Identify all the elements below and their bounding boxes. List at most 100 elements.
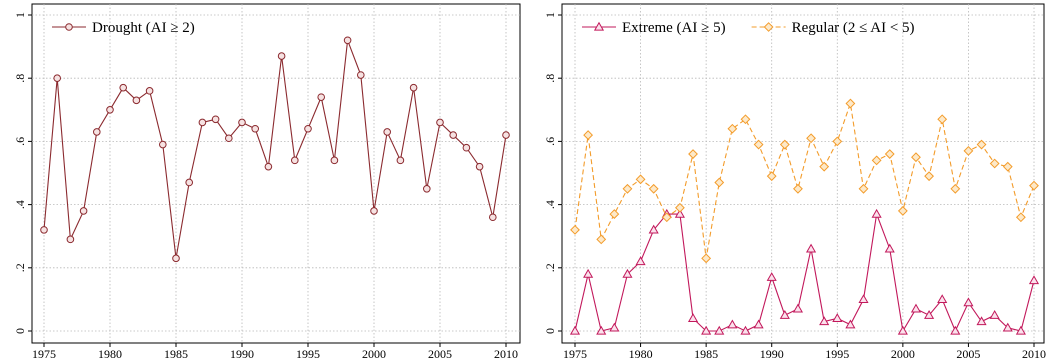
data-point-circle (423, 185, 431, 193)
x-tick-label: 1985 (164, 347, 188, 361)
x-tick-label: 2010 (494, 347, 518, 361)
data-point-circle (502, 131, 510, 139)
data-point-circle (489, 213, 497, 222)
data-point-triangle (687, 313, 699, 323)
data-point-triangle (596, 325, 607, 335)
data-point-diamond (806, 133, 816, 144)
data-point-circle (357, 71, 365, 79)
legend-label: Regular (2 ≤ AI < 5) (792, 20, 915, 36)
data-point-triangle (609, 322, 620, 332)
data-point-diamond (609, 209, 620, 219)
y-tick-label: 1 (543, 12, 557, 18)
data-point-diamond (763, 22, 774, 32)
legend-label: Drought (AI ≥ 2) (92, 20, 195, 36)
data-point-circle (475, 162, 484, 171)
data-point-triangle (701, 325, 712, 335)
y-tick-label: .6 (13, 137, 27, 146)
data-point-diamond (924, 171, 934, 182)
y-tick-label: 0 (13, 328, 27, 334)
data-point-diamond (950, 183, 961, 194)
x-tick-label: 2005 (956, 347, 980, 361)
data-point-diamond (1029, 180, 1039, 191)
data-point-diamond (596, 234, 607, 245)
data-point-diamond (779, 139, 790, 150)
data-point-diamond (897, 206, 908, 216)
series-line (574, 103, 1035, 259)
data-point-triangle (950, 325, 961, 335)
data-point-diamond (976, 139, 987, 150)
plot-frame (31, 3, 521, 344)
data-point-diamond (766, 171, 777, 182)
y-tick-label: .2 (543, 263, 557, 272)
data-point-triangle (727, 319, 738, 329)
data-point-diamond (845, 98, 856, 109)
y-tick-label: .4 (543, 200, 557, 209)
legend-label: Extreme (AI ≥ 5) (622, 20, 726, 36)
data-point-diamond (793, 183, 803, 194)
left-chart-panel: 0 .2 .4 .6 .8 1 1975 1980 1985 1990 1995 2000 2005 20… (13, 3, 521, 361)
data-point-circle (132, 96, 141, 105)
data-point-triangle (884, 243, 895, 253)
y-tick-label: .8 (13, 74, 27, 83)
data-point-circle (343, 36, 352, 45)
data-point-circle (66, 235, 75, 244)
data-point-triangle (805, 243, 817, 253)
data-point-triangle (989, 309, 1000, 319)
data-point-circle (436, 118, 444, 127)
data-point-triangle (963, 297, 974, 307)
data-point-circle (225, 134, 233, 143)
data-point-diamond (675, 202, 685, 213)
data-point-diamond (740, 114, 751, 125)
data-point-triangle (593, 21, 605, 31)
x-tick-label: 2010 (1022, 347, 1046, 361)
data-point-circle (145, 87, 154, 95)
data-point-triangle (871, 208, 882, 218)
data-point-diamond (832, 136, 843, 147)
data-point-diamond (714, 177, 725, 188)
data-point-diamond (871, 155, 882, 166)
data-point-diamond (688, 149, 698, 159)
data-point-triangle (1028, 275, 1040, 285)
data-point-diamond (1015, 212, 1026, 223)
x-tick-label: 1975 (563, 347, 587, 361)
data-point-triangle (910, 303, 922, 313)
data-point-circle (277, 52, 286, 60)
data-point-diamond (911, 152, 921, 163)
data-point-circle (65, 23, 73, 31)
data-point-circle (304, 124, 312, 133)
y-tick-label: .8 (543, 74, 557, 83)
data-point-diamond (963, 145, 974, 156)
data-point-circle (383, 128, 392, 136)
data-point-triangle (897, 325, 908, 335)
data-point-triangle (1002, 322, 1013, 332)
data-point-circle (462, 143, 471, 152)
data-point-circle (211, 115, 220, 124)
data-point-triangle (924, 309, 935, 319)
data-point-diamond (570, 224, 580, 235)
data-point-circle (53, 74, 62, 82)
data-point-triangle (792, 303, 804, 313)
y-tick-label: .2 (13, 263, 27, 272)
x-tick-label: 2000 (891, 347, 915, 361)
data-point-circle (449, 131, 458, 139)
data-point-diamond (622, 183, 633, 194)
x-tick-label: 1990 (760, 347, 784, 361)
data-point-circle (185, 178, 193, 187)
data-point-triangle (674, 208, 685, 218)
data-point-diamond (753, 139, 764, 150)
data-point-triangle (766, 272, 777, 281)
data-point-triangle (583, 268, 594, 278)
data-point-triangle (622, 268, 633, 278)
x-tick-label: 2000 (362, 347, 386, 361)
data-point-diamond (858, 183, 869, 194)
data-point-circle (251, 124, 259, 133)
data-point-triangle (858, 294, 869, 304)
data-point-diamond (989, 158, 1000, 169)
data-point-diamond (937, 114, 948, 125)
data-point-circle (409, 83, 418, 92)
data-point-triangle (845, 319, 856, 329)
y-tick-label: .4 (13, 200, 27, 209)
data-point-triangle (819, 316, 830, 326)
plot-frame (561, 3, 1045, 344)
data-point-triangle (714, 325, 725, 335)
